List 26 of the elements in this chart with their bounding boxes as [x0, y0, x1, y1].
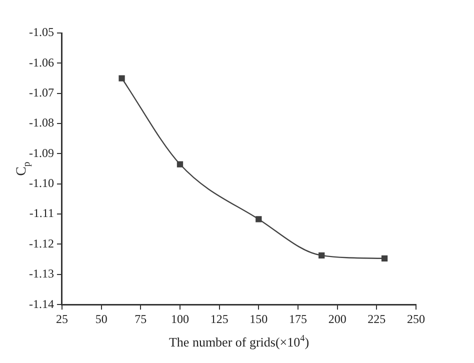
x-tick-label: 100: [170, 312, 189, 326]
x-tick-label: 75: [134, 312, 147, 326]
x-tick-label: 200: [328, 312, 346, 326]
point: [118, 75, 125, 82]
x-tick-label: 25: [56, 312, 68, 326]
y-tick-label: -1.06: [28, 55, 54, 70]
point: [176, 161, 184, 168]
y-tick-label: -1.14: [28, 296, 54, 311]
point: [381, 255, 388, 262]
point: [256, 216, 262, 222]
y-tick-label: -1.05: [28, 25, 54, 40]
y-tick-label: -1.08: [28, 116, 54, 130]
y-tick-label: -1.09: [28, 146, 54, 160]
y-tick-label: -1.13: [28, 266, 54, 281]
x-tick-label: 225: [368, 312, 386, 326]
x-tick-label: 50: [95, 312, 108, 326]
x-tick-label: 150: [250, 312, 268, 326]
y-tick-label: -1.11: [29, 206, 54, 220]
y-tick-label: -1.12: [28, 236, 54, 250]
x-tick-label: 250: [407, 312, 425, 326]
y-tick-label: -1.10: [28, 176, 54, 190]
x-tick-label: 125: [210, 312, 228, 326]
point: [318, 252, 325, 258]
x-tick-label: 175: [289, 312, 307, 326]
y-tick-label: -1.07: [28, 86, 54, 100]
y-axis-title: Cp: [14, 162, 32, 176]
